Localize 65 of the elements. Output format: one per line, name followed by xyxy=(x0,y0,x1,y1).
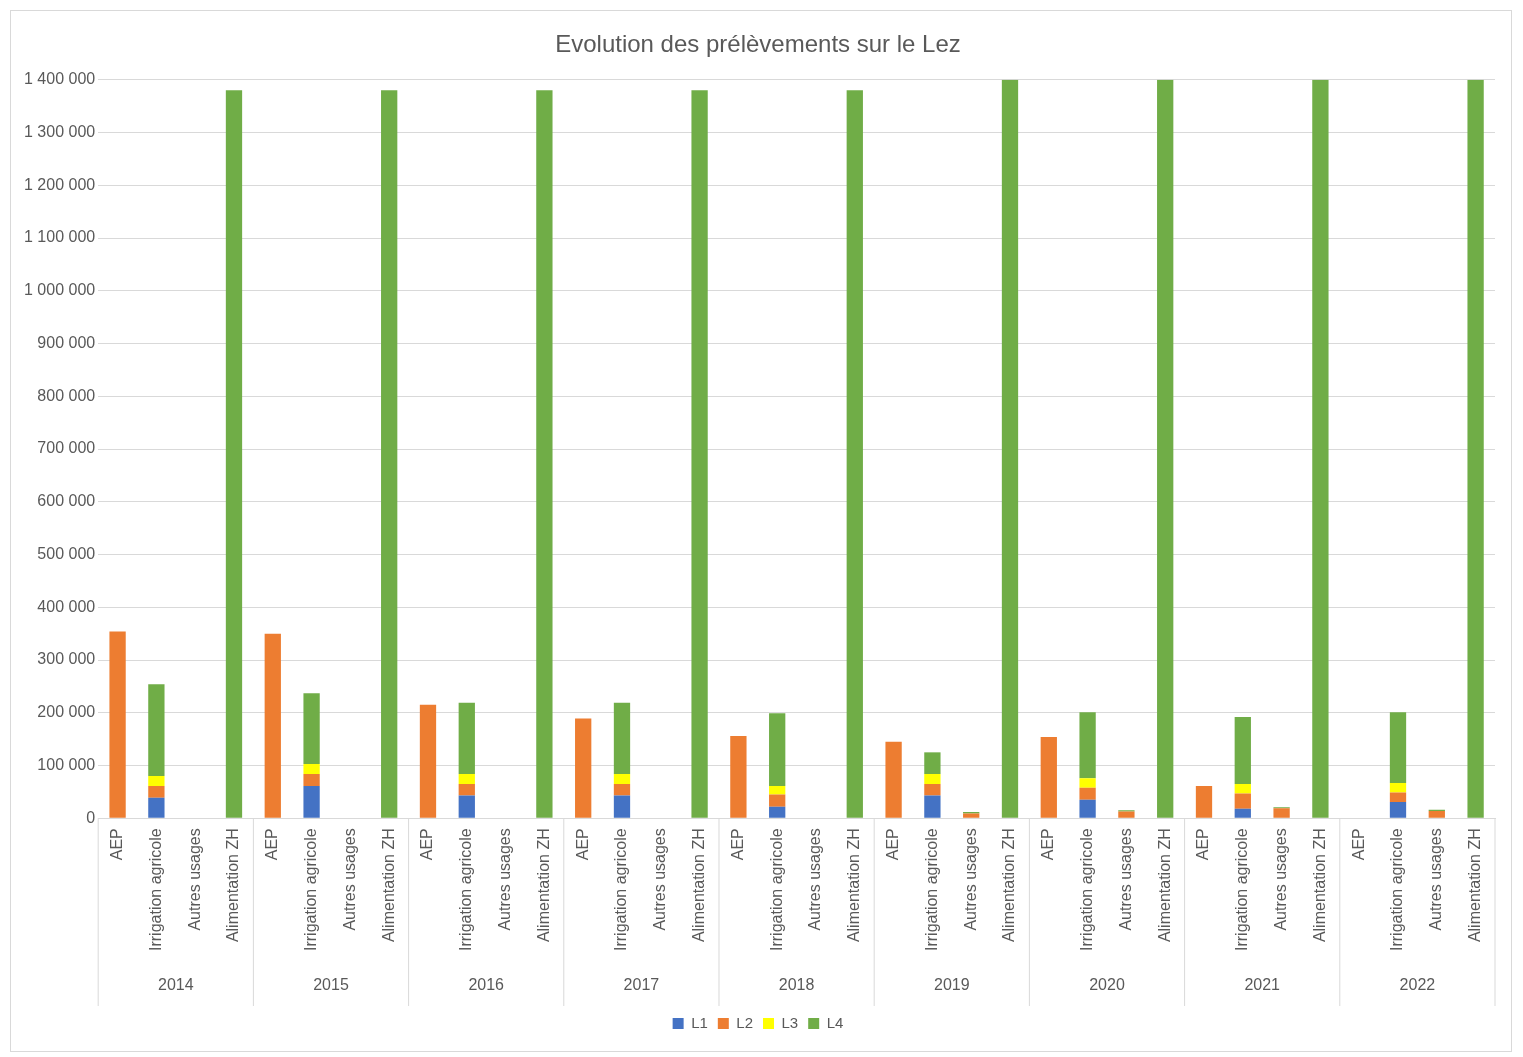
x-tick-label: Irrigation agricole xyxy=(146,828,164,952)
x-tick-label: Irrigation agricole xyxy=(612,828,630,952)
x-tick-label: Alimentation ZH xyxy=(379,828,397,943)
y-tick-label: 300 000 xyxy=(37,650,96,668)
x-tick-label: Autres usages xyxy=(1427,828,1445,931)
x-tick-label: AEP xyxy=(573,828,591,861)
x-tick-label: Alimentation ZH xyxy=(689,828,707,943)
text: 2022 xyxy=(1399,976,1436,994)
x-tick-label: Irrigation agricole xyxy=(301,828,319,952)
y-tick-label: 600 000 xyxy=(37,492,96,510)
x-tick-label: Irrigation agricole xyxy=(922,828,940,952)
y-tick-label: 1 200 000 xyxy=(23,175,96,193)
x-tick-label: Autres usages xyxy=(806,828,824,931)
y-tick-label: 0 xyxy=(86,808,96,826)
x-tick-label: Irrigation agricole xyxy=(767,828,785,952)
y-tick-label: 400 000 xyxy=(37,597,96,615)
x-tick-label: Alimentation ZH xyxy=(845,828,863,943)
legend-label: L4 xyxy=(826,1013,844,1031)
x-tick-label: Autres usages xyxy=(340,828,358,931)
x-tick-label: Irrigation agricole xyxy=(1233,828,1251,952)
chart-title: Evolution des prélèvements sur le Lez xyxy=(555,30,961,58)
x-tick-label: Alimentation ZH xyxy=(1310,828,1328,943)
text: 2018 xyxy=(778,976,815,994)
x-tick-label: AEP xyxy=(728,828,746,861)
x-tick-label: Autres usages xyxy=(651,828,669,931)
y-tick-label: 1 400 000 xyxy=(23,70,96,88)
x-tick-label: Autres usages xyxy=(495,828,513,931)
y-tick-label: 1 000 000 xyxy=(23,281,96,299)
text: 2020 xyxy=(1089,976,1125,994)
text: 2017 xyxy=(623,976,660,994)
x-tick-label: Alimentation ZH xyxy=(1466,828,1484,943)
y-tick-label: 1 100 000 xyxy=(23,228,96,246)
x-tick-label: Autres usages xyxy=(961,828,979,931)
text: 2021 xyxy=(1244,976,1281,994)
x-tick-label: AEP xyxy=(1194,828,1212,861)
y-tick-label: 800 000 xyxy=(37,386,96,404)
x-tick-label: Irrigation agricole xyxy=(1388,828,1406,952)
x-tick-label: AEP xyxy=(1349,828,1367,861)
legend-label: L3 xyxy=(781,1013,799,1031)
x-tick-label: Irrigation agricole xyxy=(1078,828,1095,952)
text: 2015 xyxy=(313,976,349,994)
x-tick-label: AEP xyxy=(884,828,901,861)
x-tick-label: Irrigation agricole xyxy=(457,828,475,952)
x-tick-label: Autres usages xyxy=(1272,828,1289,931)
x-tick-label: AEP xyxy=(263,828,281,861)
x-tick-label: Autres usages xyxy=(1116,828,1134,931)
legend-label: L2 xyxy=(736,1013,753,1031)
text: 2014 xyxy=(157,976,194,994)
y-tick-label: 700 000 xyxy=(37,439,96,457)
x-tick-label: AEP xyxy=(1039,828,1057,861)
legend-label: L1 xyxy=(691,1013,708,1031)
x-tick-label: Autres usages xyxy=(185,828,203,931)
x-tick-label: AEP xyxy=(107,828,125,861)
y-tick-label: 100 000 xyxy=(37,755,96,773)
x-tick-label: Alimentation ZH xyxy=(534,828,552,943)
x-tick-label: AEP xyxy=(418,828,436,861)
x-tick-label: Alimentation ZH xyxy=(1000,828,1018,943)
y-tick-label: 1 300 000 xyxy=(23,122,96,140)
x-tick-label: Alimentation ZH xyxy=(224,828,242,943)
x-tick-label: Alimentation ZH xyxy=(1155,828,1173,943)
y-tick-label: 500 000 xyxy=(37,544,96,562)
y-tick-label: 200 000 xyxy=(37,703,96,721)
text: 2016 xyxy=(468,976,505,994)
y-tick-label: 900 000 xyxy=(37,333,96,351)
text: 2019 xyxy=(934,976,970,994)
